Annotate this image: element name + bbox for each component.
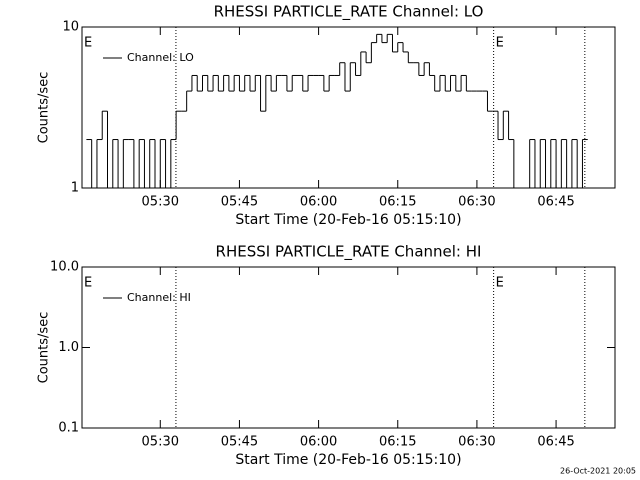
x-axis-label: Start Time (20-Feb-16 05:15:10) [235, 212, 461, 228]
x-tick-label: 06:00 [300, 195, 337, 210]
chart-title: RHESSI PARTICLE_RATE Channel: HI [216, 243, 482, 262]
y-axis-label: Counts/sec [37, 72, 52, 144]
x-tick-label: 06:45 [537, 195, 574, 210]
x-tick-label: 06:30 [458, 435, 495, 450]
y-tick-label: 10 [62, 20, 79, 35]
x-tick-label: 05:45 [221, 435, 258, 450]
plot-frame [81, 266, 616, 429]
chart-title: RHESSI PARTICLE_RATE Channel: LO [214, 3, 484, 22]
footer: 26-Oct-2021 20:05 [560, 467, 636, 476]
x-tick-label: 06:15 [379, 195, 416, 210]
legend-label: Channel: LO [127, 51, 194, 64]
annotation: E [496, 36, 504, 51]
annotation: E [84, 276, 92, 291]
annotation: E [84, 36, 92, 51]
y-tick-label: 10.0 [50, 260, 79, 275]
x-tick-label: 05:30 [142, 435, 179, 450]
y-axis-label: Counts/sec [37, 312, 52, 384]
annotation: E [496, 276, 504, 291]
x-tick-label: 06:15 [379, 435, 416, 450]
x-tick-label: 05:30 [142, 195, 179, 210]
y-tick-label: 0.1 [58, 421, 79, 436]
plot-frame [81, 26, 616, 189]
y-tick-label: 1 [71, 181, 79, 196]
legend-label: Channel: HI [127, 291, 191, 304]
x-tick-label: 05:45 [221, 195, 258, 210]
x-tick-label: 06:30 [458, 195, 495, 210]
x-axis-label: Start Time (20-Feb-16 05:15:10) [235, 452, 461, 468]
x-tick-label: 06:00 [300, 435, 337, 450]
x-tick-label: 06:45 [537, 435, 574, 450]
y-tick-label: 1.0 [58, 340, 79, 355]
